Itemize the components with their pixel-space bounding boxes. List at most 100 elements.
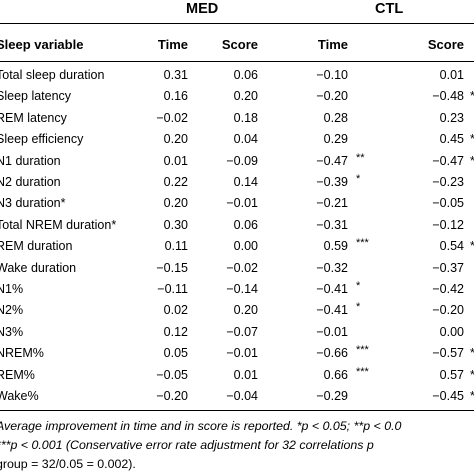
cell-variable: N1 duration bbox=[0, 153, 61, 168]
cell-med-time: 0.30 bbox=[163, 217, 188, 232]
cell-ctl-score: −0.20 bbox=[432, 303, 464, 318]
cell-ctl-time-significance: * bbox=[356, 301, 361, 314]
cell-variable: Wake duration bbox=[0, 260, 77, 275]
cell-ctl-time: 0.28 bbox=[323, 110, 348, 125]
table-row: Wake% −0.20 −0.04 −0.29 −0.45 * bbox=[0, 386, 474, 407]
cell-variable: N3% bbox=[0, 324, 24, 339]
cell-ctl-score-significance: * bbox=[470, 90, 474, 103]
table-row: REM% −0.05 0.01 0.66 *** 0.57 * bbox=[0, 365, 474, 386]
cell-ctl-score-significance: * bbox=[470, 240, 474, 253]
cell-med-time: 0.20 bbox=[163, 132, 188, 147]
group-underline bbox=[0, 23, 474, 24]
cell-med-score: 0.20 bbox=[233, 303, 258, 318]
cell-med-time: 0.16 bbox=[163, 89, 188, 104]
cell-ctl-score-significance: * bbox=[470, 369, 474, 382]
cell-med-score: −0.07 bbox=[226, 324, 258, 339]
cell-med-time: 0.12 bbox=[163, 324, 188, 339]
cell-ctl-time: −0.39 bbox=[316, 175, 348, 189]
cell-variable: Wake% bbox=[0, 389, 39, 403]
cell-med-time: 0.05 bbox=[163, 346, 188, 361]
cell-ctl-score: 0.57 bbox=[439, 367, 464, 382]
cell-ctl-score: −0.42 bbox=[432, 282, 464, 296]
cell-med-score: −0.04 bbox=[226, 389, 258, 403]
cell-ctl-score: −0.05 bbox=[432, 196, 464, 211]
cell-ctl-time-significance: * bbox=[356, 173, 361, 185]
group-header-med: MED bbox=[186, 1, 219, 17]
table-row: Wake duration −0.15 −0.02 −0.32 −0.37 bbox=[0, 258, 474, 279]
column-header-med-time: Time bbox=[157, 37, 188, 52]
cell-variable: N3 duration* bbox=[0, 196, 66, 211]
cell-med-time: −0.11 bbox=[157, 282, 188, 296]
cell-ctl-time: −0.47 bbox=[316, 153, 348, 168]
cell-med-score: 0.18 bbox=[233, 110, 258, 125]
cell-med-score: 0.20 bbox=[233, 89, 258, 104]
cell-variable: NREM% bbox=[0, 346, 44, 361]
cell-variable: Sleep latency bbox=[0, 89, 72, 104]
table-row: Sleep latency 0.16 0.20 −0.20 −0.48 * bbox=[0, 86, 474, 107]
cell-variable: Sleep efficiency bbox=[0, 132, 84, 147]
cell-ctl-score: −0.45 bbox=[432, 389, 464, 403]
bottom-rule bbox=[0, 410, 474, 411]
cell-med-time: −0.02 bbox=[156, 110, 188, 125]
cell-ctl-score: −0.48 bbox=[432, 89, 464, 104]
cell-med-score: 0.01 bbox=[233, 367, 258, 382]
column-header-variable: Sleep variable bbox=[0, 37, 84, 52]
cell-med-time: −0.15 bbox=[156, 260, 188, 275]
cell-variable: Total NREM duration* bbox=[0, 217, 117, 232]
cell-ctl-time: 0.59 bbox=[323, 239, 348, 254]
cell-variable: Total sleep duration bbox=[0, 68, 105, 82]
table-row: N1% −0.11 −0.14 −0.41 * −0.42 bbox=[0, 279, 474, 300]
cell-ctl-score: −0.12 bbox=[432, 217, 464, 232]
cell-ctl-score: 0.45 bbox=[439, 132, 464, 147]
cell-med-score: −0.14 bbox=[226, 282, 258, 296]
table-row: Sleep efficiency 0.20 0.04 0.29 0.45 * bbox=[0, 129, 474, 150]
cell-ctl-time: −0.31 bbox=[316, 217, 348, 232]
cell-variable: REM% bbox=[0, 367, 35, 382]
cell-variable: N2 duration bbox=[0, 175, 61, 189]
group-header-ctl: CTL bbox=[375, 1, 404, 17]
header-rule bbox=[0, 61, 474, 62]
cell-ctl-time: −0.21 bbox=[316, 196, 348, 211]
cell-med-time: −0.20 bbox=[156, 389, 188, 403]
cell-ctl-time: −0.66 bbox=[316, 346, 348, 361]
table-row: N3% 0.12 −0.07 −0.01 0.00 bbox=[0, 322, 474, 343]
cell-ctl-time: 0.29 bbox=[323, 132, 348, 147]
table-row: N1 duration 0.01 −0.09 −0.47 ** −0.47 * bbox=[0, 151, 474, 172]
cell-ctl-score: 0.23 bbox=[439, 110, 464, 125]
cell-ctl-time: −0.29 bbox=[316, 389, 348, 403]
cell-ctl-score-significance: * bbox=[470, 390, 474, 403]
table-row: N2% 0.02 0.20 −0.41 * −0.20 bbox=[0, 300, 474, 321]
cell-ctl-score: 0.54 bbox=[439, 239, 464, 254]
table-row: NREM% 0.05 −0.01 −0.66 *** −0.57 * bbox=[0, 343, 474, 364]
column-header-ctl-time: Time bbox=[317, 37, 348, 52]
cell-ctl-score-significance: * bbox=[470, 347, 474, 360]
cell-med-score: −0.01 bbox=[226, 196, 258, 211]
footnote-line-2: ***p < 0.001 (Conservative error rate ad… bbox=[0, 438, 374, 452]
cell-med-score: 0.14 bbox=[233, 175, 258, 189]
cell-med-time: 0.01 bbox=[163, 153, 188, 168]
table-row: N2 duration 0.22 0.14 −0.39 * −0.23 bbox=[0, 172, 474, 193]
cell-ctl-time-significance: *** bbox=[356, 365, 369, 378]
cell-ctl-time-significance: *** bbox=[356, 344, 369, 357]
cell-med-score: 0.00 bbox=[233, 239, 258, 254]
cell-med-score: 0.06 bbox=[233, 68, 258, 82]
cell-ctl-time: −0.10 bbox=[316, 68, 348, 82]
cell-ctl-score: −0.23 bbox=[432, 175, 464, 189]
cell-med-score: −0.01 bbox=[226, 346, 258, 361]
cell-ctl-time: −0.41 bbox=[316, 303, 348, 318]
cell-variable: REM latency bbox=[0, 110, 67, 125]
cell-ctl-score-significance: * bbox=[470, 155, 474, 168]
table-row: REM duration 0.11 0.00 0.59 *** 0.54 * bbox=[0, 236, 474, 257]
cell-variable: N1% bbox=[0, 282, 24, 296]
footnote-line-1: Average improvement in time and in score… bbox=[0, 419, 402, 433]
cell-med-score: 0.04 bbox=[233, 132, 258, 147]
cell-ctl-score: −0.37 bbox=[432, 260, 464, 275]
cell-med-score: −0.09 bbox=[226, 153, 258, 168]
cell-med-time: 0.11 bbox=[164, 239, 188, 254]
cell-med-time: 0.22 bbox=[163, 175, 188, 189]
cell-variable: REM duration bbox=[0, 239, 73, 254]
footnote-line-3: group = 32/0.05 = 0.002). bbox=[0, 457, 136, 471]
cell-ctl-time-significance: * bbox=[356, 280, 361, 292]
cell-ctl-time: −0.32 bbox=[316, 260, 348, 275]
